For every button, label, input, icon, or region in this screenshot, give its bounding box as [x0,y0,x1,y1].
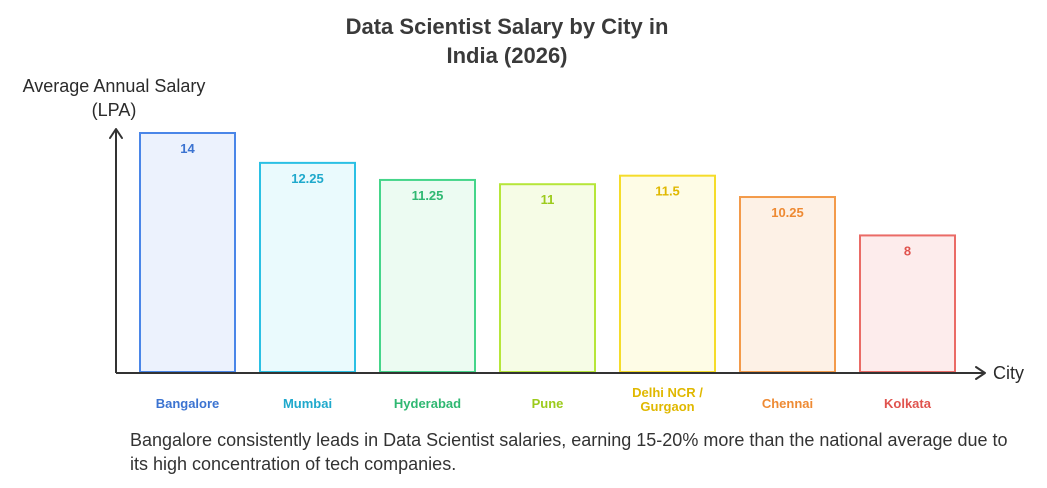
chart-title-line-2: India (2026) [446,43,568,68]
x-tick-label: Bangalore [156,396,220,411]
bar-value-label: 8 [904,243,911,258]
x-tick-label: Delhi NCR / Gurgaon [632,385,703,414]
bar-chennai [739,196,836,373]
bar-value-label: 10.25 [771,205,804,220]
axes [109,128,986,380]
bar-value-label: 12.25 [291,171,324,186]
bar-delhi-ncr-gurgaon [619,174,716,373]
bar-mumbai [259,161,356,373]
x-tick-label: Kolkata [884,396,932,411]
bar-value-label: 11 [541,192,555,207]
x-axis-label: City [993,363,1024,383]
chart-caption: Bangalore consistently leads in Data Sci… [130,430,1008,474]
y-axis-label-line-1: Average Annual Salary [22,76,206,96]
bar-value-label: 11.25 [412,188,444,203]
x-axis-arrow-icon [975,366,986,380]
y-axis-label-line-2: (LPA) [91,100,137,120]
x-tick-labels: Bangalore Mumbai Hyderabad Pune Delhi NCR / G… [156,385,932,414]
bar-value-label: 14 [180,141,195,156]
bar-hyderabad [379,178,476,373]
x-tick-label: Mumbai [283,396,332,411]
x-tick-label: Pune [532,396,564,411]
x-tick-label: Chennai [762,396,813,411]
x-tick-label: Hyderabad [394,396,461,411]
y-axis-arrow-icon [109,128,123,139]
bar-pune [499,183,596,373]
bar-bangalore [139,132,236,373]
chart-title-line-1: Data Scientist Salary by City in [345,14,669,39]
bar-value-label: 11.5 [655,184,680,199]
chart-title: Data Scientist Salary by City in India (… [0,12,1014,70]
y-axis-label: Average Annual Salary (LPA) [0,74,228,122]
bars-group: 14 12.25 11.25 11 11.5 10.25 8 [139,132,956,373]
